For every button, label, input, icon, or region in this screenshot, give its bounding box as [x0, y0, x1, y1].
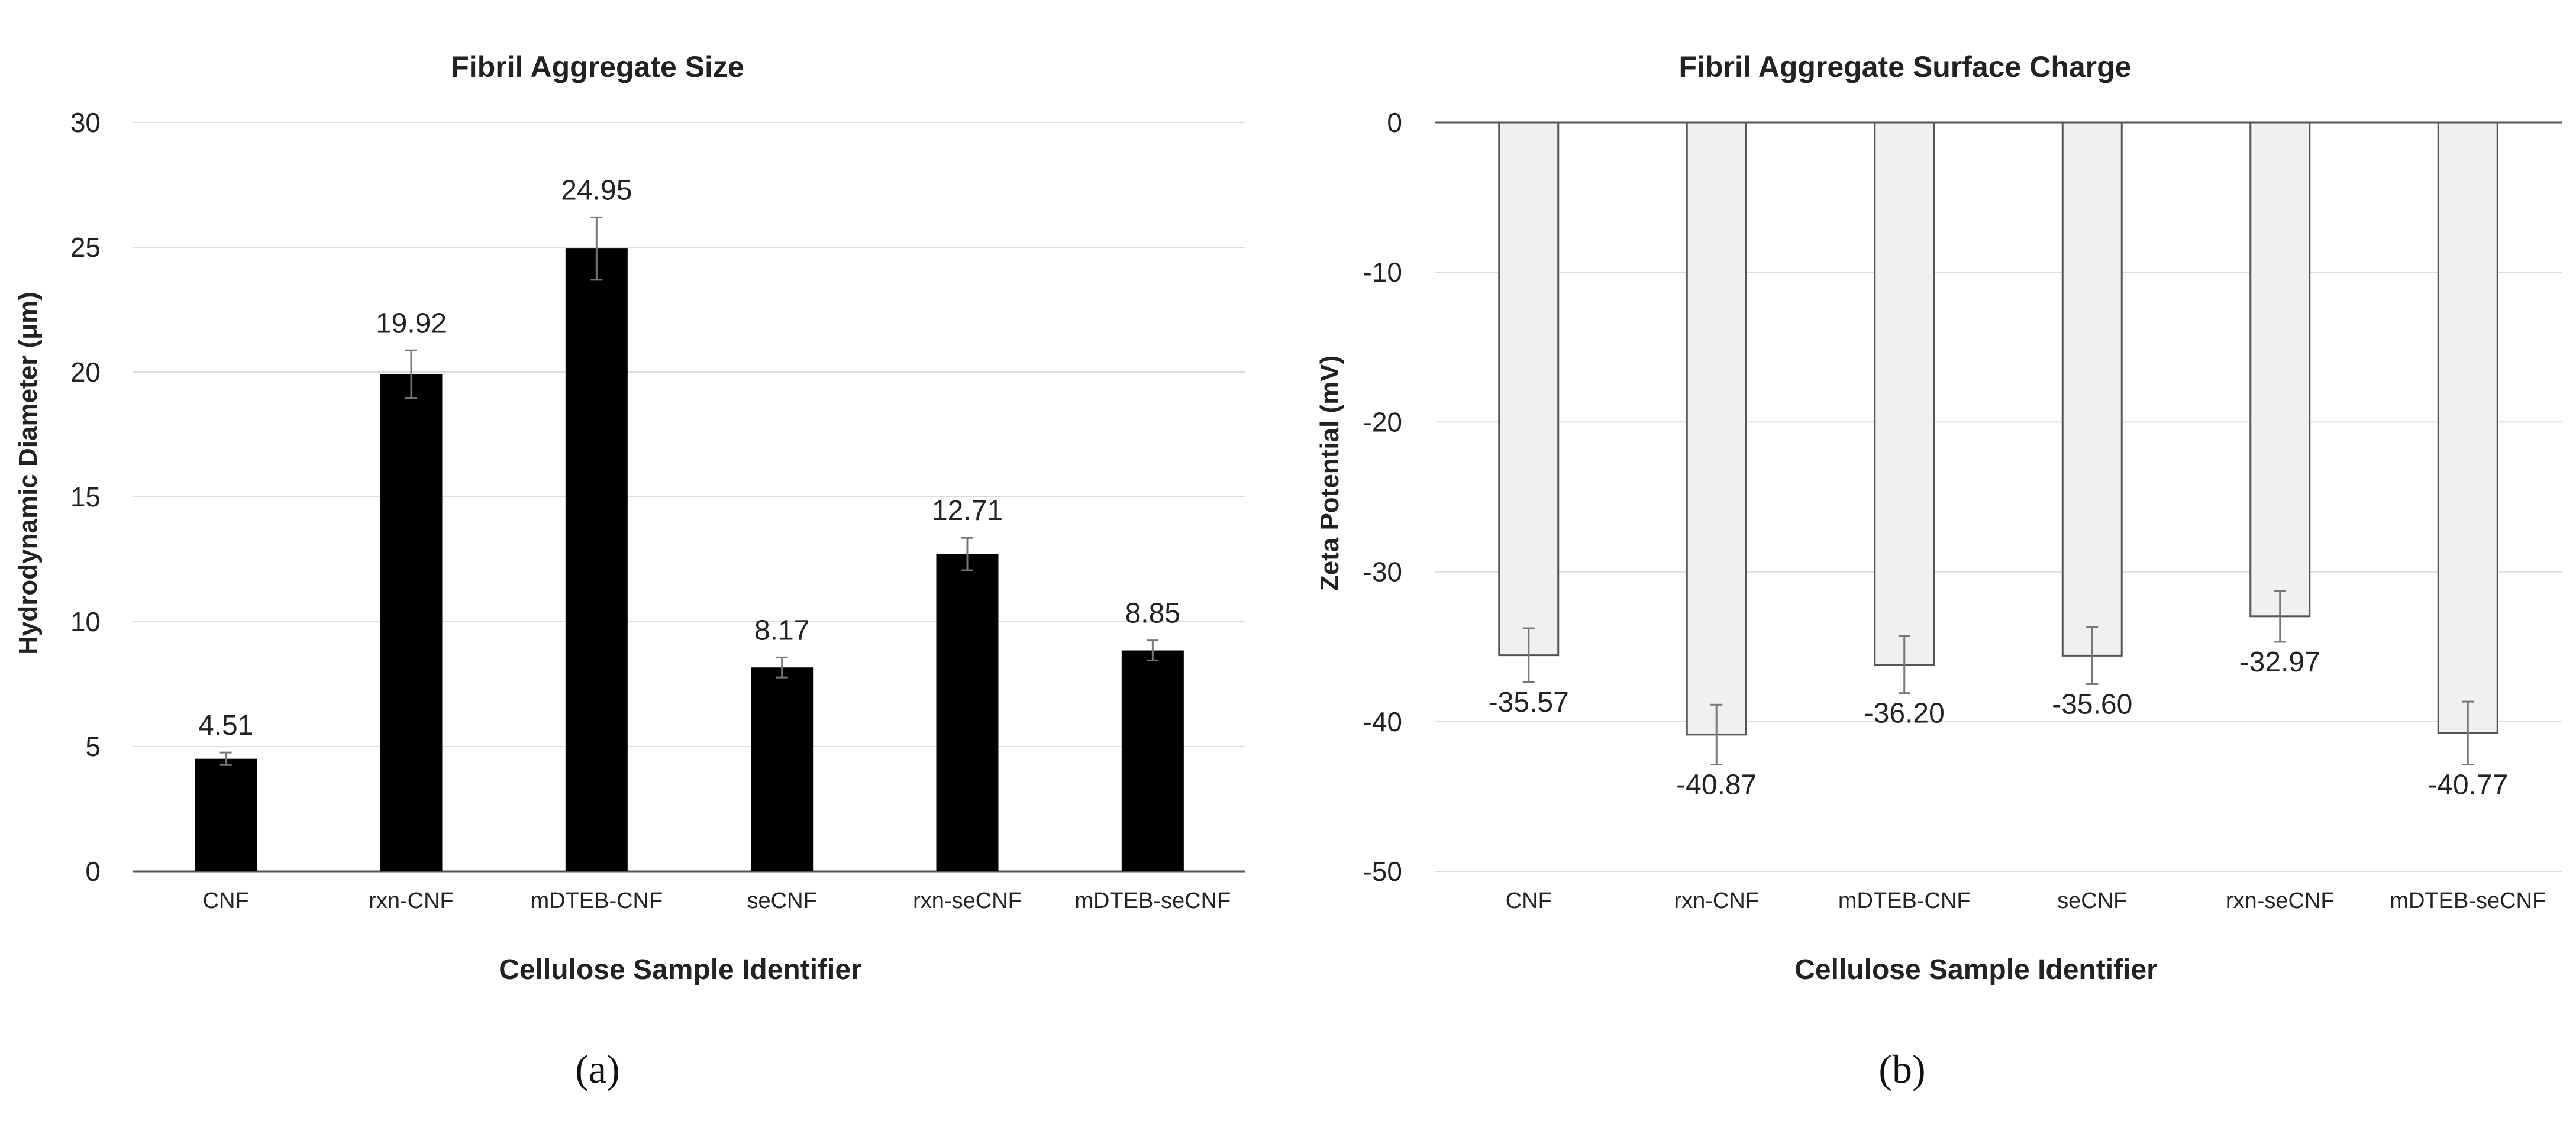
- panel-label-a: (a): [575, 1046, 619, 1091]
- x-tick-label-rxn-seCNF: rxn-seCNF: [2226, 889, 2335, 913]
- chart-a-error-bars: [219, 216, 1159, 766]
- chart-b-ylabel: Zeta Potential (mV): [1315, 356, 1344, 592]
- error-bar-rxn-CNF: [1710, 703, 1723, 765]
- y-tick-label: 25: [70, 232, 101, 263]
- data-label-mDTEB-CNF: -36.20: [1864, 698, 1945, 729]
- error-bar-mDTEB-seCNF: [2462, 700, 2474, 765]
- x-tick-label-mDTEB-seCNF: mDTEB-seCNF: [1074, 889, 1231, 913]
- x-tick-label-mDTEB-CNF: mDTEB-CNF: [1838, 889, 1971, 913]
- error-bar-mDTEB-seCNF: [1147, 639, 1159, 661]
- chart-b-gridlines: [1435, 121, 2562, 872]
- y-tick-label: 30: [70, 107, 101, 138]
- error-bar-mDTEB-CNF: [1898, 635, 1910, 694]
- chart-a-title: Fibril Aggregate Size: [451, 50, 744, 83]
- data-label-rxn-seCNF: 12.71: [932, 495, 1003, 526]
- y-tick-label: -40: [1363, 706, 1402, 737]
- error-bar-CNF: [1522, 627, 1535, 683]
- x-tick-label-rxn-seCNF: rxn-seCNF: [913, 889, 1022, 913]
- chart-a-gridlines: [133, 122, 1245, 873]
- x-tick-label-mDTEB-CNF: mDTEB-CNF: [530, 889, 663, 913]
- chart-a-y-axis: 0 5 10 15 20 25 30: [70, 107, 101, 887]
- y-tick-label: 20: [70, 357, 101, 387]
- error-bar-rxn-seCNF: [2274, 590, 2286, 643]
- x-tick-label-CNF: CNF: [203, 889, 249, 913]
- chart-a-data-labels: 4.51 19.92 24.95 8.17 12.71 8.85: [198, 175, 1180, 741]
- y-tick-label: -20: [1363, 406, 1402, 437]
- chart-b-xlabel: Cellulose Sample Identifier: [1794, 954, 2158, 986]
- data-label-seCNF: 8.17: [754, 615, 809, 646]
- chart-a-bars: [195, 248, 1184, 871]
- x-tick-label-mDTEB-seCNF: mDTEB-seCNF: [2390, 889, 2546, 913]
- bar-rxn-seCNF: [936, 554, 999, 871]
- error-bar-rxn-seCNF: [961, 537, 973, 571]
- chart-a: Fibril Aggregate Size Cellulose Sample I…: [14, 50, 1245, 1091]
- data-label-CNF: -35.57: [1489, 687, 1569, 718]
- bar-seCNF: [751, 667, 814, 871]
- data-label-mDTEB-CNF: 24.95: [561, 175, 632, 206]
- data-label-CNF: 4.51: [198, 710, 253, 741]
- chart-b-y-axis: 0 -10 -20 -30 -40 -50: [1363, 107, 1402, 887]
- chart-b: Fibril Aggregate Surface Charge Cellulos…: [1315, 50, 2562, 1091]
- y-tick-label: 15: [70, 482, 101, 512]
- bar-CNF: [195, 758, 257, 871]
- data-label-mDTEB-seCNF: -40.77: [2427, 769, 2508, 800]
- panel-label-b: (b): [1878, 1046, 1925, 1091]
- error-bar-rxn-CNF: [405, 349, 417, 399]
- chart-b-title: Fibril Aggregate Surface Charge: [1679, 50, 2132, 83]
- x-tick-label-CNF: CNF: [1506, 889, 1552, 913]
- y-tick-label: 0: [1387, 107, 1402, 138]
- data-label-rxn-CNF: 19.92: [376, 308, 447, 339]
- error-bar-mDTEB-CNF: [590, 216, 603, 281]
- bar-rxn-seCNF: [2249, 121, 2311, 618]
- y-tick-label: -50: [1363, 856, 1402, 887]
- bar-mDTEB-seCNF: [2437, 121, 2498, 734]
- error-bar-seCNF: [2086, 626, 2099, 685]
- x-tick-label-seCNF: seCNF: [747, 889, 817, 913]
- bar-mDTEB-CNF: [1874, 121, 1935, 666]
- chart-b-error-bars: [1522, 590, 2474, 765]
- bar-rxn-CNF: [380, 374, 443, 871]
- chart-b-bars: [1498, 121, 2498, 736]
- bar-mDTEB-seCNF: [1121, 650, 1184, 871]
- bar-mDTEB-CNF: [565, 248, 628, 871]
- bar-seCNF: [2061, 121, 2123, 657]
- y-tick-label: 5: [85, 731, 101, 762]
- error-bar-seCNF: [776, 656, 788, 679]
- y-tick-label: -30: [1363, 557, 1402, 587]
- data-label-rxn-seCNF: -32.97: [2240, 647, 2320, 678]
- y-tick-label: 0: [85, 856, 101, 887]
- bar-CNF: [1498, 121, 1560, 657]
- x-tick-label-rxn-CNF: rxn-CNF: [1674, 889, 1759, 913]
- y-tick-label: -10: [1363, 257, 1402, 287]
- x-tick-label-rxn-CNF: rxn-CNF: [369, 889, 454, 913]
- chart-a-x-axis: CNF rxn-CNF mDTEB-CNF seCNF rxn-seCNF mDTEB-s…: [203, 889, 1231, 913]
- data-label-seCNF: -35.60: [2052, 689, 2132, 721]
- y-tick-label: 10: [70, 606, 101, 637]
- data-label-mDTEB-seCNF: 8.85: [1125, 598, 1180, 629]
- error-bar-CNF: [219, 751, 232, 766]
- bar-rxn-CNF: [1686, 121, 1747, 736]
- chart-a-ylabel: Hydrodynamic Diameter (μm): [14, 292, 43, 655]
- chart-b-data-labels: -35.57 -40.87 -36.20 -35.60 -32.97 -40.77: [1489, 647, 2509, 801]
- x-tick-label-seCNF: seCNF: [2057, 889, 2127, 913]
- data-label-rxn-CNF: -40.87: [1676, 769, 1757, 800]
- chart-a-xlabel: Cellulose Sample Identifier: [499, 954, 862, 986]
- chart-b-x-axis: CNF rxn-CNF mDTEB-CNF seCNF rxn-seCNF mDTEB-s…: [1506, 889, 2546, 913]
